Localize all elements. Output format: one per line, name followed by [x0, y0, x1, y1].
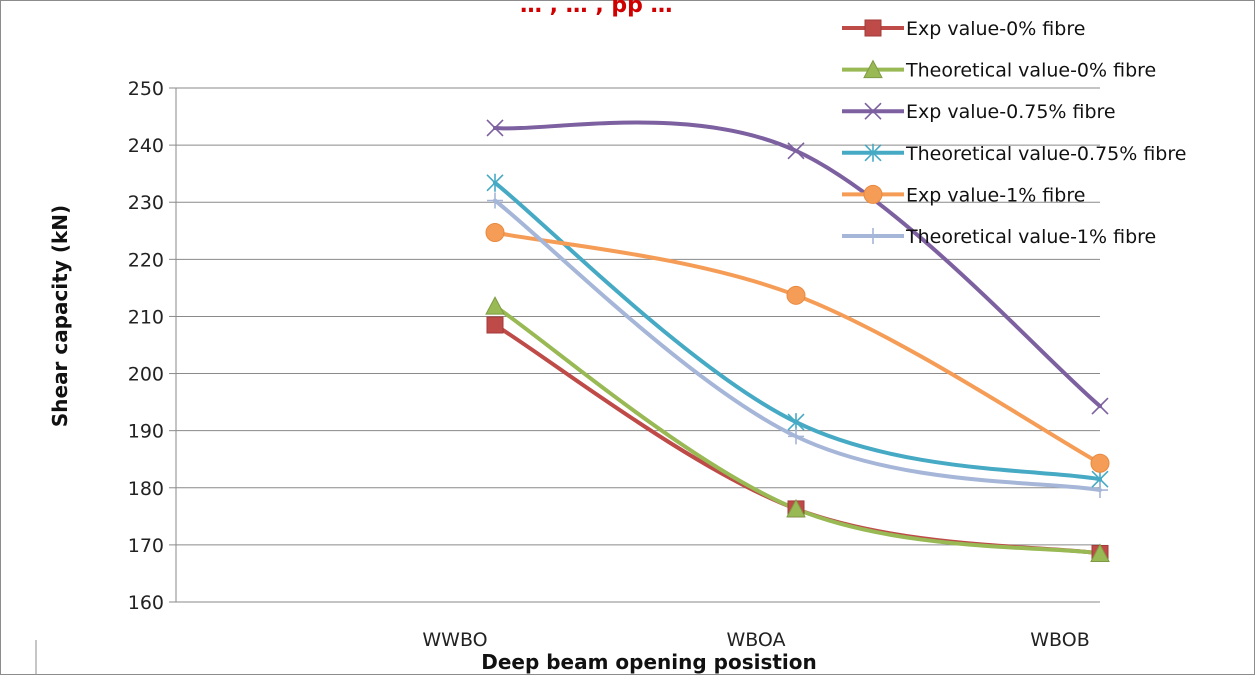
- y-tick-label: 230: [128, 192, 164, 214]
- y-tick-label: 190: [128, 421, 164, 443]
- y-tick-label: 210: [128, 306, 164, 328]
- data-point-s5-3: [1090, 453, 1110, 473]
- y-tick-label: 170: [128, 535, 164, 557]
- data-point-s2-1: [485, 296, 505, 315]
- y-tick-label: 160: [128, 592, 164, 614]
- legend-swatch-marker-1: [864, 19, 882, 37]
- legend-entry-label: Exp value-1% fibre: [906, 184, 1085, 206]
- data-point-s5-2: [786, 285, 806, 305]
- data-point-s2-3: [1090, 543, 1110, 562]
- legend-entry-label: Theoretical value-1% fibre: [905, 226, 1156, 248]
- x-tick-label: WWBO: [422, 629, 487, 651]
- legend-entry-label: Theoretical value-0.75% fibre: [905, 143, 1186, 165]
- data-point-s6-3: [1092, 482, 1108, 499]
- data-point-s3-3: [1091, 397, 1109, 415]
- x-tick-label: WBOB: [1030, 629, 1089, 651]
- top-cropped-text: … , … , pp …: [520, 0, 673, 18]
- legend: Exp value-0% fibre Theoretical value-0% f…: [842, 18, 1186, 248]
- y-tick-label: 250: [128, 78, 164, 100]
- series-markers: [485, 119, 1110, 562]
- data-point-s2-2: [786, 498, 806, 518]
- data-point-s4-2: [787, 413, 805, 432]
- data-point-s5-1: [485, 222, 505, 242]
- x-axis-title: Deep beam opening posistion: [481, 650, 817, 674]
- legend-swatch-marker-5: [863, 184, 883, 204]
- tick-labels: 160 170 180 190 200 210 220 230 240 250 WWBO WBOA WB…: [128, 78, 1090, 651]
- data-point-s6-1: [487, 192, 503, 209]
- legend-swatch-marker-2: [863, 59, 883, 79]
- y-tick-label: 180: [128, 478, 164, 500]
- legend-entry-label: Exp value-0% fibre: [906, 18, 1085, 40]
- legend-swatch-marker-6: [865, 228, 881, 244]
- y-tick-label: 220: [128, 249, 164, 271]
- data-point-s3-1: [486, 119, 504, 137]
- series-line-3: [493, 120, 1102, 409]
- legend-entry-label: Exp value-0.75% fibre: [906, 101, 1116, 123]
- data-point-s1-1: [486, 316, 504, 334]
- data-point-s4-1: [486, 173, 504, 192]
- axes: [169, 87, 1100, 603]
- data-point-s3-2: [787, 142, 805, 160]
- legend-swatch-marker-3: [864, 102, 882, 120]
- legend-swatch-marker-4: [864, 143, 882, 162]
- legend-entry-label: Theoretical value-0% fibre: [905, 60, 1156, 82]
- y-tick-label: 200: [128, 364, 164, 386]
- y-axis-title: Shear capacity (kN): [48, 205, 72, 427]
- x-tick-label: WBOA: [726, 629, 785, 651]
- data-point-s6-2: [788, 428, 804, 445]
- y-tick-label: 240: [128, 135, 164, 157]
